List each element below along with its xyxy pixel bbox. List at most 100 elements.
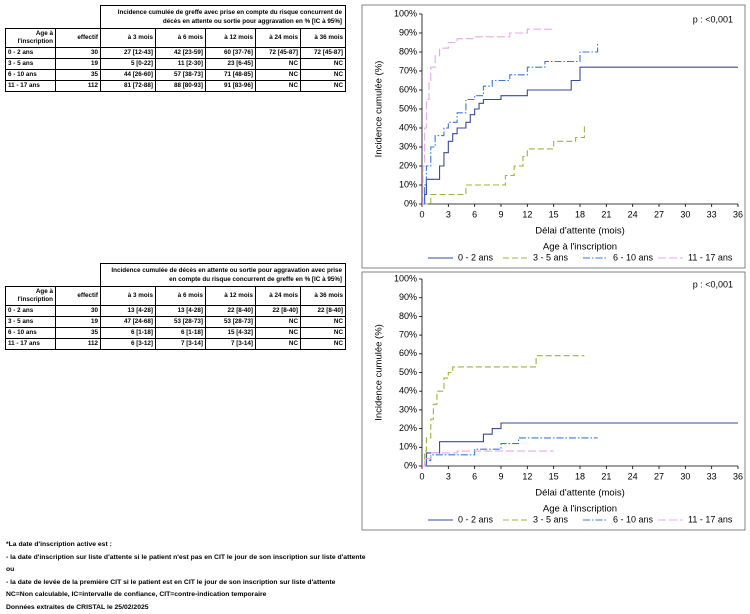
x-tick-label: 12 (522, 209, 532, 219)
y-tick-label: 20% (399, 423, 417, 433)
x-tick-label: 18 (575, 471, 585, 481)
step-line (422, 67, 738, 204)
column-header: à 12 mois (206, 287, 256, 306)
table-cell: 112 (56, 81, 101, 92)
x-tick-label: 12 (522, 471, 532, 481)
column-header: Age à l'inscription (6, 287, 56, 306)
table-cell: NC (256, 70, 301, 81)
table-cell: 91 [83-96] (206, 81, 256, 92)
table-cell: 19 (56, 317, 101, 328)
table-cell: 44 [26-60] (101, 70, 156, 81)
x-tick-label: 33 (707, 471, 717, 481)
y-tick-label: 50% (399, 103, 417, 113)
x-axis-label: Délai d'attente (mois) (535, 226, 624, 237)
table-cell: 11 - 17 ans (6, 81, 56, 92)
column-header: à 3 mois (101, 287, 156, 306)
table-cell: 22 [8-40] (256, 306, 301, 317)
column-header: effectif (56, 29, 101, 48)
table-cell: NC (301, 317, 346, 328)
y-tick-label: 80% (399, 46, 417, 56)
y-tick-label: 80% (399, 311, 417, 321)
y-tick-label: 60% (399, 84, 417, 94)
table-cell: 6 - 10 ans (6, 70, 56, 81)
legend-label: 11 - 17 ans (688, 514, 733, 524)
table-cell: 112 (56, 339, 101, 350)
table-cell: 3 - 5 ans (6, 317, 56, 328)
note-line: *La date d'inscription active est : (6, 539, 366, 552)
step-line (422, 126, 584, 204)
x-tick-label: 6 (472, 209, 477, 219)
table-cell: NC (301, 59, 346, 70)
title-row: Incidence cumulée de greffe avec prise e… (6, 6, 346, 29)
column-header: à 24 mois (256, 287, 301, 306)
y-tick-label: 50% (399, 367, 417, 377)
blank-cell (56, 264, 101, 287)
x-tick-label: 24 (628, 471, 638, 481)
column-header: à 6 mois (156, 29, 206, 48)
step-line (422, 43, 598, 205)
table-cell: 23 [6-45] (206, 59, 256, 70)
table-cell: NC (256, 328, 301, 339)
table-cell: 42 [23-59] (156, 48, 206, 59)
blank-cell (6, 264, 56, 287)
y-tick-label: 0% (404, 198, 417, 208)
table-cell: 7 [3-14] (156, 339, 206, 350)
column-header: à 36 mois (301, 29, 346, 48)
x-tick-label: 30 (680, 471, 690, 481)
legend-label: 6 - 10 ans (613, 514, 654, 524)
y-tick-label: 10% (399, 179, 417, 189)
x-tick-label: 18 (575, 209, 585, 219)
column-header: à 12 mois (206, 29, 256, 48)
x-tick-label: 15 (549, 209, 559, 219)
table: Incidence cumulée de décès en attente ou… (5, 263, 346, 350)
legend-label: 3 - 5 ans (533, 252, 569, 262)
legend-title: Age à l'inscription (543, 504, 617, 515)
table-cell: 13 [4-28] (101, 306, 156, 317)
y-tick-label: 100% (394, 8, 417, 18)
table-cell: 60 [37-76] (206, 48, 256, 59)
legend-label: 11 - 17 ans (688, 252, 733, 262)
y-tick-label: 30% (399, 141, 417, 151)
table-cell: NC (301, 70, 346, 81)
x-tick-label: 9 (498, 209, 503, 219)
table-cell: 15 [4-32] (206, 328, 256, 339)
table: Incidence cumulée de greffe avec prise e… (5, 5, 346, 92)
note-line: - la date d'inscription sur liste d'atte… (6, 552, 366, 565)
table-cell: 19 (56, 59, 101, 70)
column-header: à 24 mois (256, 29, 301, 48)
y-tick-label: 90% (399, 27, 417, 37)
x-tick-label: 27 (654, 209, 664, 219)
y-axis-label: Incidence cumulée (%) (374, 324, 385, 421)
note-line: ou (6, 564, 366, 577)
table-cell: 72 [45-87] (256, 48, 301, 59)
y-tick-label: 40% (399, 386, 417, 396)
table-cell: 27 [12-43] (101, 48, 156, 59)
y-tick-label: 100% (394, 273, 417, 283)
table-cell: 0 - 2 ans (6, 306, 56, 317)
table-cell: NC (256, 59, 301, 70)
x-tick-label: 21 (601, 209, 611, 219)
table-cell: 81 [72-88] (101, 81, 156, 92)
table-cell: NC (256, 317, 301, 328)
table-cell: 6 [3-12] (101, 339, 156, 350)
column-header: à 6 mois (156, 287, 206, 306)
table-cell: NC (301, 81, 346, 92)
x-axis-label: Délai d'attente (mois) (535, 488, 624, 499)
step-line (422, 356, 584, 466)
blank-cell (6, 6, 56, 29)
x-tick-label: 3 (446, 209, 451, 219)
y-tick-label: 70% (399, 329, 417, 339)
legend-label: 0 - 2 ans (458, 514, 494, 524)
x-tick-label: 3 (446, 471, 451, 481)
x-tick-label: 27 (654, 471, 664, 481)
x-tick-label: 6 (472, 471, 477, 481)
x-tick-label: 36 (733, 209, 743, 219)
table-cell: 11 - 17 ans (6, 339, 56, 350)
y-tick-label: 90% (399, 292, 417, 302)
